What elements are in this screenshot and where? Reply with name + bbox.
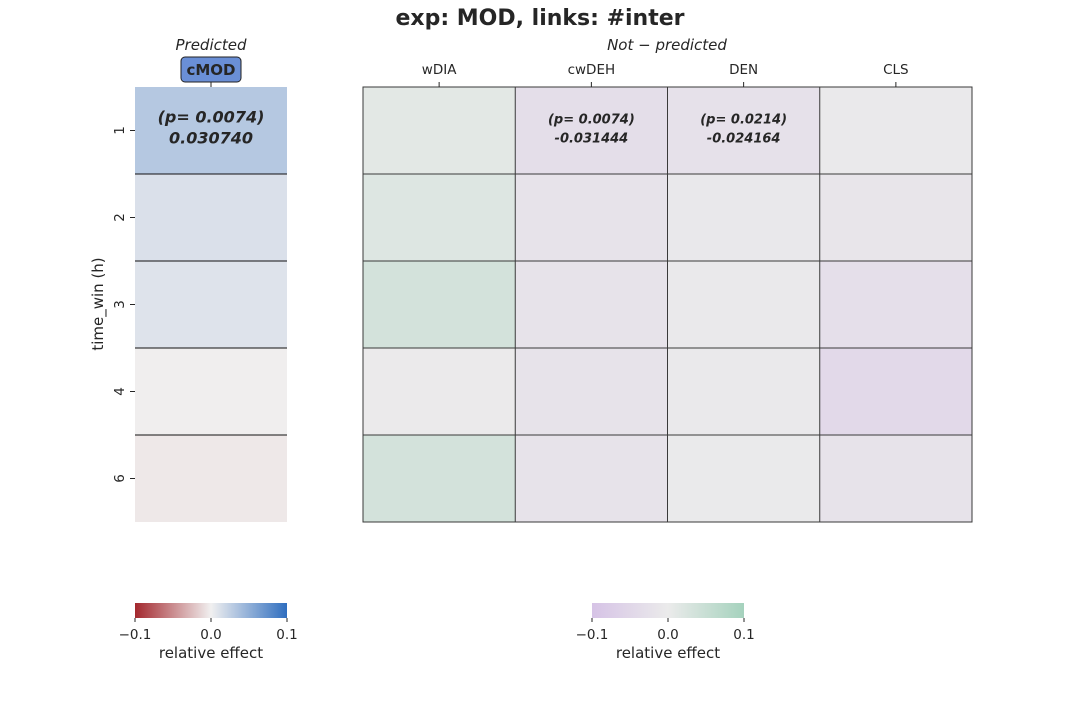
heatmap-cell bbox=[667, 435, 820, 522]
heatmap-cell bbox=[135, 348, 287, 435]
heatmap-cell bbox=[515, 435, 668, 522]
heatmap-cell bbox=[819, 174, 972, 261]
heatmap-cell bbox=[819, 435, 972, 522]
heatmap-cell bbox=[363, 435, 516, 522]
annotation-value: -0.031444 bbox=[555, 132, 629, 147]
panel-subtitle: Not − predicted bbox=[607, 36, 727, 54]
annotation-p-value: (p= 0.0074) bbox=[158, 108, 265, 127]
colorbar-tick-label: 0.0 bbox=[657, 627, 678, 643]
row-label: 2 bbox=[112, 213, 128, 222]
colorbar-tick-label: −0.1 bbox=[576, 627, 609, 643]
y-axis-label: time_win (h) bbox=[89, 257, 108, 350]
column-label: cMOD bbox=[186, 61, 235, 79]
annotation-p-value: (p= 0.0214) bbox=[700, 113, 787, 128]
row-label: 3 bbox=[112, 300, 128, 309]
heatmap-cell bbox=[667, 261, 820, 348]
heatmap-cell bbox=[135, 174, 287, 261]
chart-title: exp: MOD, links: #inter bbox=[395, 6, 684, 31]
row-label: 4 bbox=[112, 387, 128, 396]
not-predicted-colorbar: −0.1 0.0 0.1 relative effect bbox=[576, 603, 755, 662]
column-label: DEN bbox=[729, 62, 758, 78]
heatmap-cell bbox=[515, 87, 668, 174]
column-label: cwDEH bbox=[568, 62, 616, 78]
annotation-p-value: (p= 0.0074) bbox=[548, 113, 635, 128]
heatmap-cell bbox=[135, 261, 287, 348]
colorbar-tick-label: 0.0 bbox=[200, 627, 221, 643]
heatmap-cell bbox=[667, 348, 820, 435]
annotation-value: -0.024164 bbox=[707, 132, 781, 147]
colorbar-gradient bbox=[135, 603, 287, 618]
heatmap-cell bbox=[515, 348, 668, 435]
predicted-heatmap: Predicted cMOD (p= 0.0074) 0.030740 1 2 3 4 6 bbox=[112, 36, 287, 522]
heatmap-cell bbox=[363, 261, 516, 348]
heatmap-cell bbox=[819, 87, 972, 174]
not-predicted-heatmap: Not − predicted wDIA cwDEH DEN CLS (p= 0.0074… bbox=[362, 36, 973, 523]
predicted-colorbar: −0.1 0.0 0.1 relative effect bbox=[119, 603, 298, 662]
heatmap-cell bbox=[819, 261, 972, 348]
heatmap-cell bbox=[515, 174, 668, 261]
heatmap-cell bbox=[135, 435, 287, 522]
heatmap-cell bbox=[363, 348, 516, 435]
colorbar-tick-label: 0.1 bbox=[276, 627, 297, 643]
heatmap-cell bbox=[667, 87, 820, 174]
panel-border bbox=[362, 86, 973, 523]
row-label: 1 bbox=[112, 126, 128, 135]
heatmap-cell bbox=[819, 348, 972, 435]
colorbar-tick-label: −0.1 bbox=[119, 627, 152, 643]
column-label: wDIA bbox=[422, 62, 457, 78]
heatmap-cell bbox=[363, 87, 516, 174]
colorbar-label: relative effect bbox=[159, 644, 263, 662]
heatmap-cell bbox=[363, 174, 516, 261]
column-label-badge bbox=[180, 56, 242, 83]
heatmap-cell bbox=[667, 174, 820, 261]
colorbar-tick-label: 0.1 bbox=[733, 627, 754, 643]
heatmap-cell bbox=[135, 87, 287, 174]
row-label: 6 bbox=[112, 474, 128, 483]
column-label: CLS bbox=[883, 62, 909, 78]
colorbar-label: relative effect bbox=[616, 644, 720, 662]
heatmap-cell bbox=[515, 261, 668, 348]
annotation-value: 0.030740 bbox=[169, 129, 253, 148]
colorbar-gradient bbox=[592, 603, 744, 618]
panel-subtitle: Predicted bbox=[175, 36, 246, 54]
